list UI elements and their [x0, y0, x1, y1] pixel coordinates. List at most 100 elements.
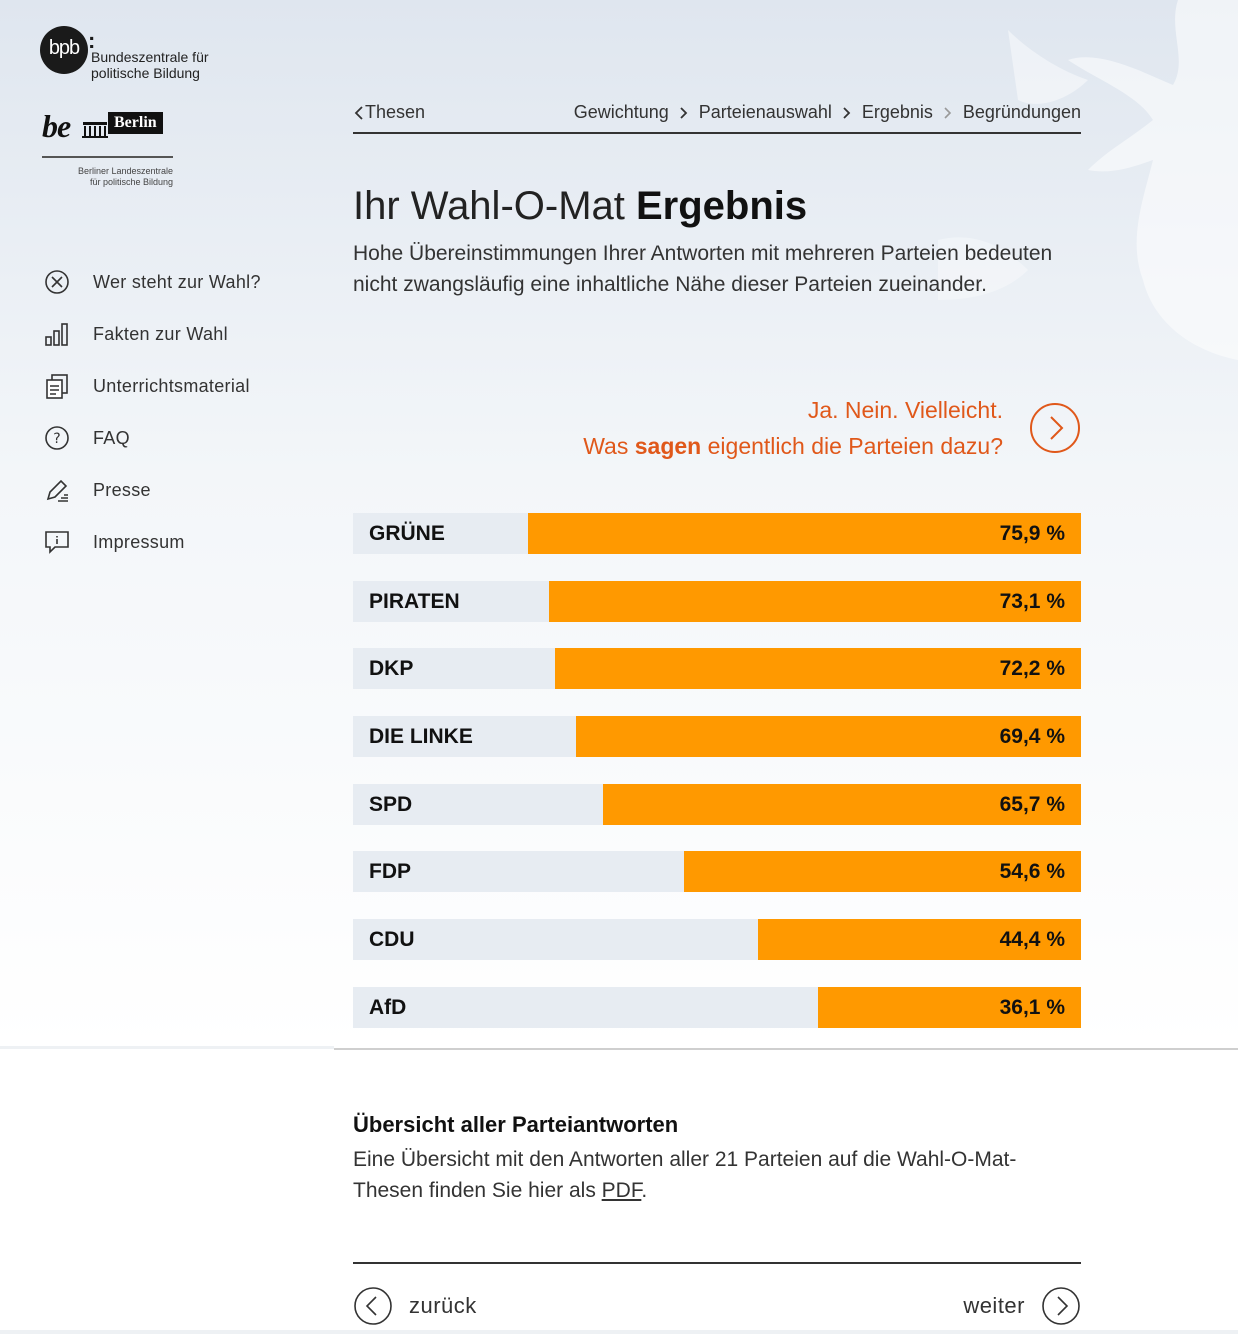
- sidebar-item-wer-steht-zur-wahl[interactable]: Wer steht zur Wahl?: [42, 256, 322, 308]
- sidebar-item-label: Impressum: [93, 531, 185, 552]
- intro-text: Hohe Übereinstimmungen Ihrer Antworten m…: [353, 242, 1053, 296]
- bpb-name-line2: politische Bildung: [91, 65, 200, 81]
- chevron-left-icon: [354, 105, 363, 120]
- page-title-prefix: Ihr Wahl-O-Mat: [353, 184, 625, 228]
- results-list: GRÜNE 75,9 % PIRATEN 73,1 % DKP 72,2 % DIE LIN…: [353, 513, 1081, 1055]
- result-bar-fill: [602, 783, 1081, 825]
- result-party-name: FDP: [369, 860, 411, 884]
- berlin-logo-label: Berlin: [108, 112, 163, 134]
- result-party-name: AfD: [369, 995, 407, 1019]
- result-percent: 69,4 %: [999, 725, 1065, 749]
- svg-text:?: ?: [53, 431, 60, 447]
- result-bar-fill: [575, 716, 1081, 758]
- bpb-logo[interactable]: bpb : Bundeszentrale für politische Bild…: [40, 26, 240, 86]
- bpb-logo-mark: bpb: [40, 26, 88, 74]
- cta-line2-post: eigentlich die Parteien dazu?: [707, 433, 1003, 459]
- bottom-navigation: zurück weiter: [353, 1286, 1081, 1326]
- breadcrumb-step-gewichtung[interactable]: Gewichtung: [573, 102, 669, 122]
- result-row[interactable]: DKP 72,2 %: [353, 648, 1081, 690]
- sidebar-item-fakten-zur-wahl[interactable]: Fakten zur Wahl: [42, 308, 322, 360]
- result-percent: 36,1 %: [999, 995, 1065, 1019]
- breadcrumb-step-parteienauswahl[interactable]: Parteienauswahl: [698, 102, 832, 122]
- back-button-label: zurück: [409, 1293, 477, 1318]
- sidebar-item-impressum[interactable]: Impressum: [42, 516, 322, 568]
- result-row[interactable]: CDU 44,4 %: [353, 919, 1081, 961]
- overview-text-end: .: [641, 1179, 648, 1202]
- berlin-landeszentrale-logo[interactable]: be Berlin Berliner Landeszentrale für po…: [42, 108, 182, 198]
- page-bottom-edge: [0, 1330, 1238, 1334]
- info-bubble-icon: [42, 527, 72, 557]
- bpb-logo-colon: :: [88, 28, 96, 53]
- breadcrumb-back-thesen[interactable]: Thesen: [353, 102, 425, 123]
- landeszentrale-name: Berliner Landeszentrale für politische B…: [42, 166, 173, 188]
- breadcrumb: Thesen Gewichtung Parteienauswahl Ergebn…: [353, 100, 1081, 134]
- result-row[interactable]: PIRATEN 73,1 %: [353, 580, 1081, 622]
- party-statements-cta[interactable]: Ja. Nein. Vielleicht. Was sagen eigentli…: [583, 392, 1081, 464]
- chevron-right-icon: [943, 106, 953, 120]
- result-party-name: SPD: [369, 792, 413, 816]
- sidebar-item-unterrichtsmaterial[interactable]: Unterrichtsmaterial: [42, 360, 322, 412]
- bpb-logo-name: Bundeszentrale für politische Bildung: [91, 49, 209, 81]
- bpb-name-line1: Bundeszentrale für: [91, 49, 209, 65]
- sidebar-item-label: Unterrichtsmaterial: [93, 375, 250, 396]
- result-bar-fill: [757, 919, 1081, 961]
- sidebar-item-label: Wer steht zur Wahl?: [93, 271, 261, 292]
- sidebar-bottom-divider: [0, 1046, 334, 1049]
- cta-line2-bold: sagen: [634, 433, 702, 459]
- back-button[interactable]: zurück: [353, 1286, 477, 1326]
- sidebar: bpb : Bundeszentrale für politische Bild…: [0, 0, 334, 1048]
- question-icon: ?: [42, 423, 72, 453]
- overview-text: Eine Übersicht mit den Antworten aller 2…: [353, 1144, 1053, 1206]
- result-party-name: GRÜNE: [369, 522, 445, 545]
- result-row[interactable]: AfD 36,1 %: [353, 986, 1081, 1028]
- overview-title: Übersicht aller Parteiantworten: [353, 1112, 679, 1137]
- result-bar-fill: [528, 513, 1081, 554]
- overview-text-body: Eine Übersicht mit den Antworten aller 2…: [353, 1148, 1017, 1202]
- result-party-name: PIRATEN: [369, 589, 460, 613]
- page-title: Ihr Wahl-O-Mat Ergebnis: [353, 184, 807, 229]
- result-percent: 65,7 %: [999, 792, 1065, 816]
- breadcrumb-step-begruendungen[interactable]: Begründungen: [962, 102, 1081, 122]
- chevron-right-icon: [842, 106, 852, 120]
- result-percent: 54,6 %: [999, 860, 1065, 884]
- result-bar-fill: [683, 851, 1081, 893]
- breadcrumb-steps: Gewichtung Parteienauswahl Ergebnis Begr…: [574, 102, 1081, 123]
- cta-line2-pre: Was: [583, 433, 629, 459]
- sidebar-item-faq[interactable]: ? FAQ: [42, 412, 322, 464]
- result-row[interactable]: GRÜNE 75,9 %: [353, 513, 1081, 554]
- footer-divider: [353, 1262, 1081, 1264]
- sidebar-item-label: FAQ: [93, 427, 130, 448]
- berlin-bear-watermark-icon: [938, 0, 1238, 360]
- circle-chevron-right-icon: [1042, 1287, 1080, 1325]
- result-row[interactable]: DIE LINKE 69,4 %: [353, 716, 1081, 758]
- chevron-right-icon: [679, 106, 689, 120]
- lz-line2: für politische Bildung: [89, 177, 173, 187]
- page-title-bold: Ergebnis: [636, 184, 808, 228]
- result-percent: 44,4 %: [999, 928, 1065, 952]
- breadcrumb-back-label: Thesen: [365, 102, 426, 122]
- overview-section: Übersicht aller Parteiantworten Eine Übe…: [353, 1112, 1053, 1206]
- result-percent: 75,9 %: [999, 522, 1065, 545]
- result-percent: 73,1 %: [999, 589, 1065, 613]
- bar-chart-icon: [42, 319, 72, 349]
- result-row[interactable]: FDP 54,6 %: [353, 851, 1081, 893]
- brandenburg-gate-icon: [82, 122, 108, 138]
- breadcrumb-step-ergebnis[interactable]: Ergebnis: [861, 102, 933, 122]
- sidebar-item-presse[interactable]: Presse: [42, 464, 322, 516]
- result-party-name: CDU: [369, 928, 415, 952]
- cta-line1: Ja. Nein. Vielleicht.: [807, 397, 1003, 423]
- be-logo-text: be: [42, 108, 71, 144]
- circle-chevron-right-icon: [1030, 403, 1080, 453]
- pdf-link[interactable]: PDF: [601, 1179, 642, 1202]
- next-button[interactable]: weiter: [963, 1286, 1081, 1326]
- sidebar-nav: Wer steht zur Wahl? Fakten zur Wahl Unte…: [42, 256, 322, 568]
- pen-icon: [42, 475, 72, 505]
- circle-x-icon: [42, 267, 72, 297]
- section-divider: [334, 1048, 1238, 1050]
- result-bar-fill: [548, 580, 1081, 622]
- result-bar-fill: [818, 986, 1081, 1028]
- result-row[interactable]: SPD 65,7 %: [353, 783, 1081, 825]
- sidebar-item-label: Fakten zur Wahl: [93, 323, 228, 344]
- documents-icon: [42, 371, 72, 401]
- circle-chevron-left-icon: [354, 1287, 392, 1325]
